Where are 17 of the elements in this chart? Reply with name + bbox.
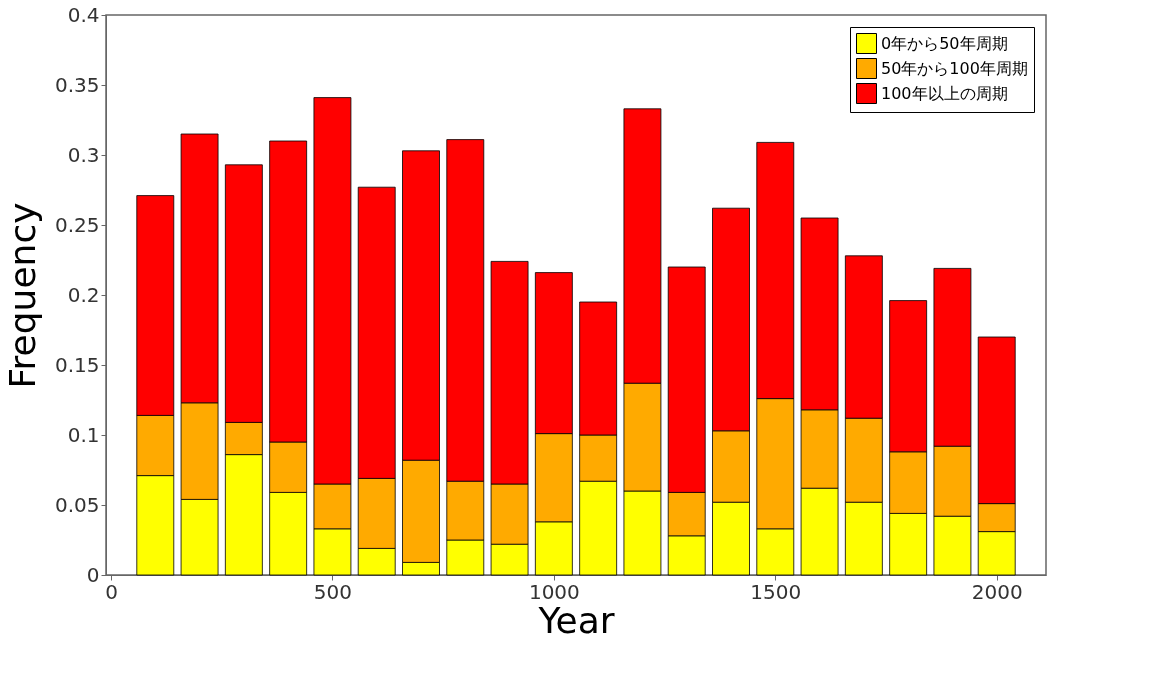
x-tick-label: 1500 bbox=[750, 579, 802, 604]
legend-label: 50年から100年周期 bbox=[881, 58, 1028, 78]
y-tick-label: 0.1 bbox=[67, 422, 100, 447]
y-tick-label: 0.3 bbox=[67, 142, 100, 167]
x-tick-label: 0 bbox=[105, 579, 118, 604]
y-tick-label: 0.25 bbox=[54, 212, 100, 237]
y-tick-label: 0.4 bbox=[67, 2, 100, 27]
y-tick-label: 0.05 bbox=[54, 492, 100, 517]
legend-label: 100年以上の周期 bbox=[881, 83, 1008, 103]
y-tick-label: 0.2 bbox=[67, 282, 100, 307]
y-tick-label: 0.35 bbox=[54, 72, 100, 97]
legend-label: 0年から50年周期 bbox=[881, 33, 1008, 53]
x-tick-label: 2000 bbox=[971, 579, 1023, 604]
x-tick-label: 500 bbox=[313, 579, 353, 604]
y-tick-label: 0.15 bbox=[54, 352, 100, 377]
y-tick-label: 0 bbox=[86, 562, 100, 587]
y-axis-title: Frequency bbox=[1, 202, 43, 389]
